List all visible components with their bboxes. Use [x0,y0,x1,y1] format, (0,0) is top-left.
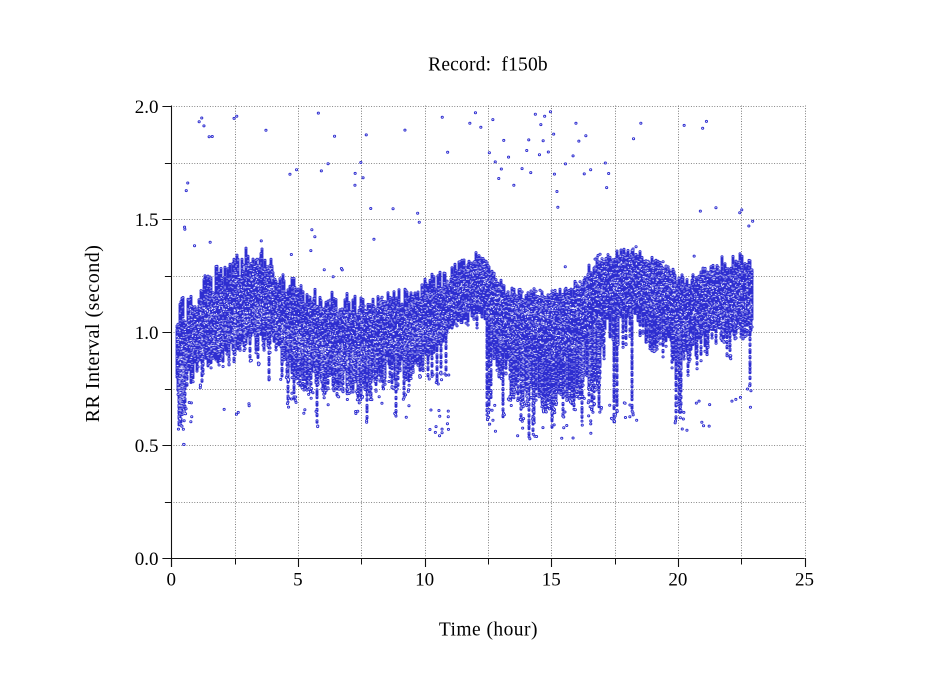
svg-text:5: 5 [293,570,303,591]
svg-text:2.0: 2.0 [135,97,159,118]
svg-text:15: 15 [542,570,561,591]
svg-text:10: 10 [415,570,434,591]
svg-text:0.5: 0.5 [135,436,159,457]
svg-text:1.5: 1.5 [135,210,159,231]
svg-text:1.0: 1.0 [135,323,159,344]
svg-text:25: 25 [795,570,814,591]
svg-text:RR Interval (second): RR Interval (second) [82,245,104,423]
svg-text:0: 0 [167,570,177,591]
svg-text:Time (hour): Time (hour) [439,620,538,641]
svg-text:0.0: 0.0 [135,549,159,570]
svg-text:Record: f150b: Record: f150b [428,55,548,76]
svg-text:20: 20 [668,570,687,591]
